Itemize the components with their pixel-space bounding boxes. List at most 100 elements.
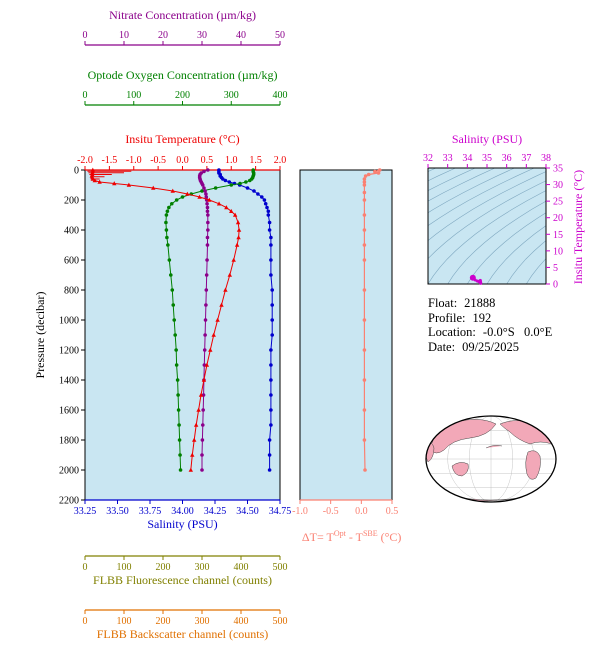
svg-text:20: 20: [158, 30, 168, 41]
svg-text:500: 500: [273, 616, 288, 627]
profile-plot: 0200400600800100012001400160018002000220…: [59, 30, 291, 627]
info-value: 09/25/2025: [462, 339, 520, 354]
svg-text:-0.5: -0.5: [150, 155, 166, 166]
delta-t-label-part: ΔT= T: [301, 530, 334, 545]
svg-text:2000: 2000: [59, 466, 79, 477]
svg-text:0.0: 0.0: [355, 506, 368, 517]
svg-text:34.00: 34.00: [171, 506, 194, 517]
nitrate-axis-title: Nitrate Concentration (µm/kg): [109, 8, 256, 22]
ts-temperature-axis-title: Insitu Temperature (°C): [571, 169, 585, 285]
svg-text:300: 300: [195, 562, 210, 573]
info-label: Date:: [428, 339, 456, 354]
svg-text:0: 0: [83, 616, 88, 627]
oxygen-axis-title: Optode Oxygen Concentration (µm/kg): [87, 68, 278, 82]
svg-text:10: 10: [119, 30, 129, 41]
svg-text:-0.5: -0.5: [323, 506, 339, 517]
svg-text:-1.5: -1.5: [101, 155, 117, 166]
svg-text:200: 200: [64, 196, 79, 207]
svg-text:400: 400: [273, 90, 288, 101]
svg-text:33.50: 33.50: [106, 506, 129, 517]
info-value: 21888: [464, 296, 496, 310]
svg-text:1600: 1600: [59, 406, 79, 417]
info-label: Location:: [428, 325, 476, 339]
svg-text:33.25: 33.25: [74, 506, 97, 517]
backscatter-axis-title: FLBB Backscatter channel (counts): [96, 627, 269, 641]
svg-text:25: 25: [553, 197, 563, 208]
svg-text:0: 0: [74, 166, 79, 177]
svg-text:30: 30: [553, 180, 563, 191]
svg-text:30: 30: [197, 30, 207, 41]
svg-text:0.0: 0.0: [176, 155, 189, 166]
svg-text:100: 100: [126, 90, 141, 101]
svg-text:600: 600: [64, 256, 79, 267]
svg-text:100: 100: [117, 562, 132, 573]
info-value: -0.0°S 0.0°E: [482, 325, 553, 339]
svg-text:2.0: 2.0: [274, 155, 287, 166]
svg-text:34: 34: [462, 153, 472, 164]
svg-text:-2.0: -2.0: [77, 155, 93, 166]
delta-t-plot: -1.0 -0.5 0.0 0.5: [292, 168, 398, 517]
ts-salinity-axis-title: Salinity (PSU): [451, 132, 523, 146]
svg-text:0: 0: [83, 562, 88, 573]
info-label: Float:: [428, 296, 458, 310]
svg-text:300: 300: [224, 90, 239, 101]
svg-text:15: 15: [553, 230, 563, 241]
svg-text:2200: 2200: [59, 496, 79, 507]
svg-text:200: 200: [156, 616, 171, 627]
svg-text:35: 35: [482, 153, 492, 164]
svg-text:500: 500: [273, 562, 288, 573]
svg-text:1200: 1200: [59, 346, 79, 357]
pressure-axis-title: Pressure (decibar): [33, 291, 47, 379]
info-label: Profile:: [428, 310, 466, 325]
temperature-axis-title: Insitu Temperature (°C): [125, 132, 240, 146]
svg-text:35: 35: [553, 164, 563, 175]
ts-plot: 32 33 34 35 36 37 38 0 5 10 15 20 25 30 35: [423, 153, 563, 291]
svg-text:1000: 1000: [59, 316, 79, 327]
svg-text:800: 800: [64, 286, 79, 297]
svg-text:0.5: 0.5: [386, 506, 399, 517]
svg-text:200: 200: [156, 562, 171, 573]
svg-text:400: 400: [64, 226, 79, 237]
svg-text:0: 0: [553, 280, 558, 291]
delta-t-axis-title: ΔT= TOpt - TSBE (°C): [272, 518, 420, 558]
svg-text:37: 37: [521, 153, 531, 164]
fluorescence-axis-title: FLBB Fluorescence channel (counts): [93, 573, 272, 587]
float-info-block: Float: 21888 Profile: 192 Location: -0.0°S …: [428, 296, 552, 354]
svg-text:20: 20: [553, 213, 563, 224]
svg-text:100: 100: [117, 616, 132, 627]
svg-text:33: 33: [443, 153, 453, 164]
svg-text:5: 5: [553, 263, 558, 274]
svg-text:34.75: 34.75: [269, 506, 292, 517]
svg-text:34.50: 34.50: [236, 506, 259, 517]
delta-t-label-part: - T: [345, 530, 363, 545]
delta-t-sup-sbe: SBE: [362, 529, 378, 539]
svg-text:400: 400: [234, 616, 249, 627]
svg-text:0.5: 0.5: [201, 155, 214, 166]
svg-text:-1.0: -1.0: [126, 155, 142, 166]
svg-text:36: 36: [502, 153, 512, 164]
float-info-row: Date: 09/25/2025: [428, 340, 552, 355]
svg-text:1.0: 1.0: [225, 155, 238, 166]
svg-text:10: 10: [553, 246, 563, 257]
svg-text:400: 400: [234, 562, 249, 573]
world-map: [425, 415, 557, 503]
salinity-axis-title: Salinity (PSU): [147, 517, 218, 531]
float-info-row: Profile: 192: [428, 311, 552, 326]
delta-t-label-part: (°C): [377, 530, 402, 545]
svg-text:1.5: 1.5: [249, 155, 262, 166]
svg-text:40: 40: [236, 30, 246, 41]
float-info-row: Location: -0.0°S 0.0°E: [428, 325, 552, 340]
svg-text:1800: 1800: [59, 436, 79, 447]
svg-text:50: 50: [275, 30, 285, 41]
svg-text:1400: 1400: [59, 376, 79, 387]
info-value: 192: [472, 310, 492, 325]
svg-text:33.75: 33.75: [139, 506, 162, 517]
svg-text:200: 200: [175, 90, 190, 101]
svg-text:34.25: 34.25: [204, 506, 227, 517]
delta-t-sup-opt: Opt: [333, 529, 346, 539]
svg-text:300: 300: [195, 616, 210, 627]
svg-text:-1.0: -1.0: [292, 506, 308, 517]
float-info-row: Float: 21888: [428, 296, 552, 311]
svg-text:0: 0: [83, 30, 88, 41]
